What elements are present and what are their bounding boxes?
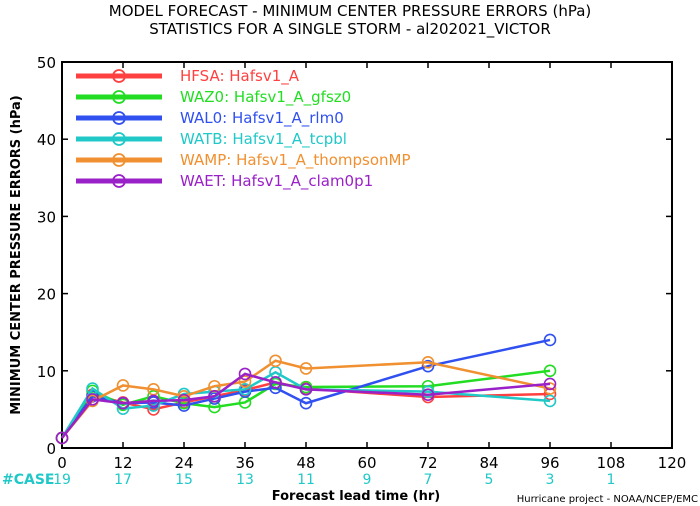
- series-line: [61, 372, 551, 439]
- legend-label: WAL0: Hafsv1_A_rlm0: [180, 109, 344, 128]
- legend-label: WAMP: Hafsv1_A_thompsonMP: [180, 151, 411, 170]
- data-point: [299, 396, 313, 410]
- data-point: [299, 362, 313, 375]
- chart-title: MODEL FORECAST - MINIMUM CENTER PRESSURE…: [109, 2, 592, 20]
- case-count: 9: [363, 472, 372, 488]
- data-point: [238, 367, 252, 381]
- case-count: 11: [297, 472, 315, 488]
- chart-subtitle: STATISTICS FOR A SINGLE STORM - al202021…: [149, 20, 551, 39]
- legend-label: HFSA: Hafsv1_A: [180, 67, 300, 86]
- data-point: [86, 393, 99, 406]
- legend: HFSA: Hafsv1_A WAZ0: Hafsv1_A_gfsz0 WAL0: …: [76, 67, 411, 191]
- y-tick-label: 40: [37, 131, 56, 149]
- case-count: 19: [53, 472, 71, 488]
- data-point: [269, 354, 282, 368]
- x-tick-label: 60: [357, 454, 376, 472]
- case-count: 13: [236, 472, 254, 488]
- data-point: [177, 393, 191, 407]
- data-point: [421, 359, 435, 373]
- data-point: [238, 375, 252, 388]
- legend-label: WATB: Hafsv1_A_tcpbl: [180, 130, 347, 149]
- x-axis-label: Forecast lead time (hr): [272, 489, 440, 504]
- x-tick-label: 84: [479, 454, 498, 472]
- x-tick-label: 72: [418, 454, 437, 472]
- y-tick-label: 0: [46, 440, 56, 458]
- data-point: [238, 383, 252, 396]
- case-label: #CASE: [2, 472, 55, 488]
- legend-marker: [112, 90, 126, 104]
- x-tick-label: 108: [597, 454, 626, 472]
- data-point: [421, 388, 435, 402]
- x-tick-label: 120: [658, 454, 687, 472]
- x-tick-label: 96: [540, 454, 559, 472]
- x-tick-label: 36: [235, 454, 254, 472]
- x-tick-label: 24: [174, 454, 193, 472]
- case-count: 7: [424, 472, 433, 488]
- data-point: [147, 394, 160, 408]
- y-tick-label: 10: [37, 363, 56, 381]
- data-point: [421, 385, 435, 398]
- y-tick-label: 50: [37, 54, 56, 72]
- case-count: 5: [485, 472, 494, 488]
- y-axis-label: MINIMUM CENTER PRESSURE ERRORS (hPa): [9, 95, 24, 415]
- credit-text: Hurricane project - NOAA/NCEP/EMC: [517, 494, 698, 505]
- data-point: [543, 382, 557, 395]
- data-point: [543, 333, 557, 347]
- data-point: [208, 389, 221, 403]
- legend-marker: [112, 174, 126, 188]
- data-point: [299, 383, 313, 396]
- data-point: [116, 396, 130, 410]
- legend-marker: [112, 132, 126, 146]
- data-point: [421, 356, 435, 369]
- case-count: 1: [607, 472, 616, 488]
- case-count: 15: [175, 472, 193, 488]
- x-tick-label: 0: [57, 454, 67, 472]
- case-count: 17: [114, 472, 132, 488]
- y-tick-label: 20: [37, 286, 56, 304]
- series-4: [55, 354, 557, 445]
- case-count: 3: [546, 472, 555, 488]
- data-point: [543, 364, 557, 378]
- legend-label: WAET: Hafsv1_A_clam0p1: [180, 172, 373, 191]
- x-tick-label: 12: [113, 454, 132, 472]
- data-point: [543, 377, 557, 391]
- data-point: [208, 379, 221, 393]
- data-point: [177, 389, 191, 403]
- data-point: [269, 376, 282, 389]
- legend-marker: [112, 111, 126, 125]
- legend-marker: [112, 69, 126, 83]
- data-point: [543, 394, 557, 408]
- y-tick-label: 30: [37, 208, 56, 226]
- data-point: [55, 431, 69, 445]
- series-layer: [55, 333, 557, 445]
- x-tick-label: 48: [296, 454, 315, 472]
- series-line: [61, 359, 551, 439]
- data-point: [116, 379, 130, 392]
- data-point: [147, 403, 160, 416]
- legend-label: WAZ0: Hafsv1_A_gfsz0: [180, 88, 351, 107]
- legend-marker: [112, 153, 126, 167]
- series-5: [55, 367, 557, 445]
